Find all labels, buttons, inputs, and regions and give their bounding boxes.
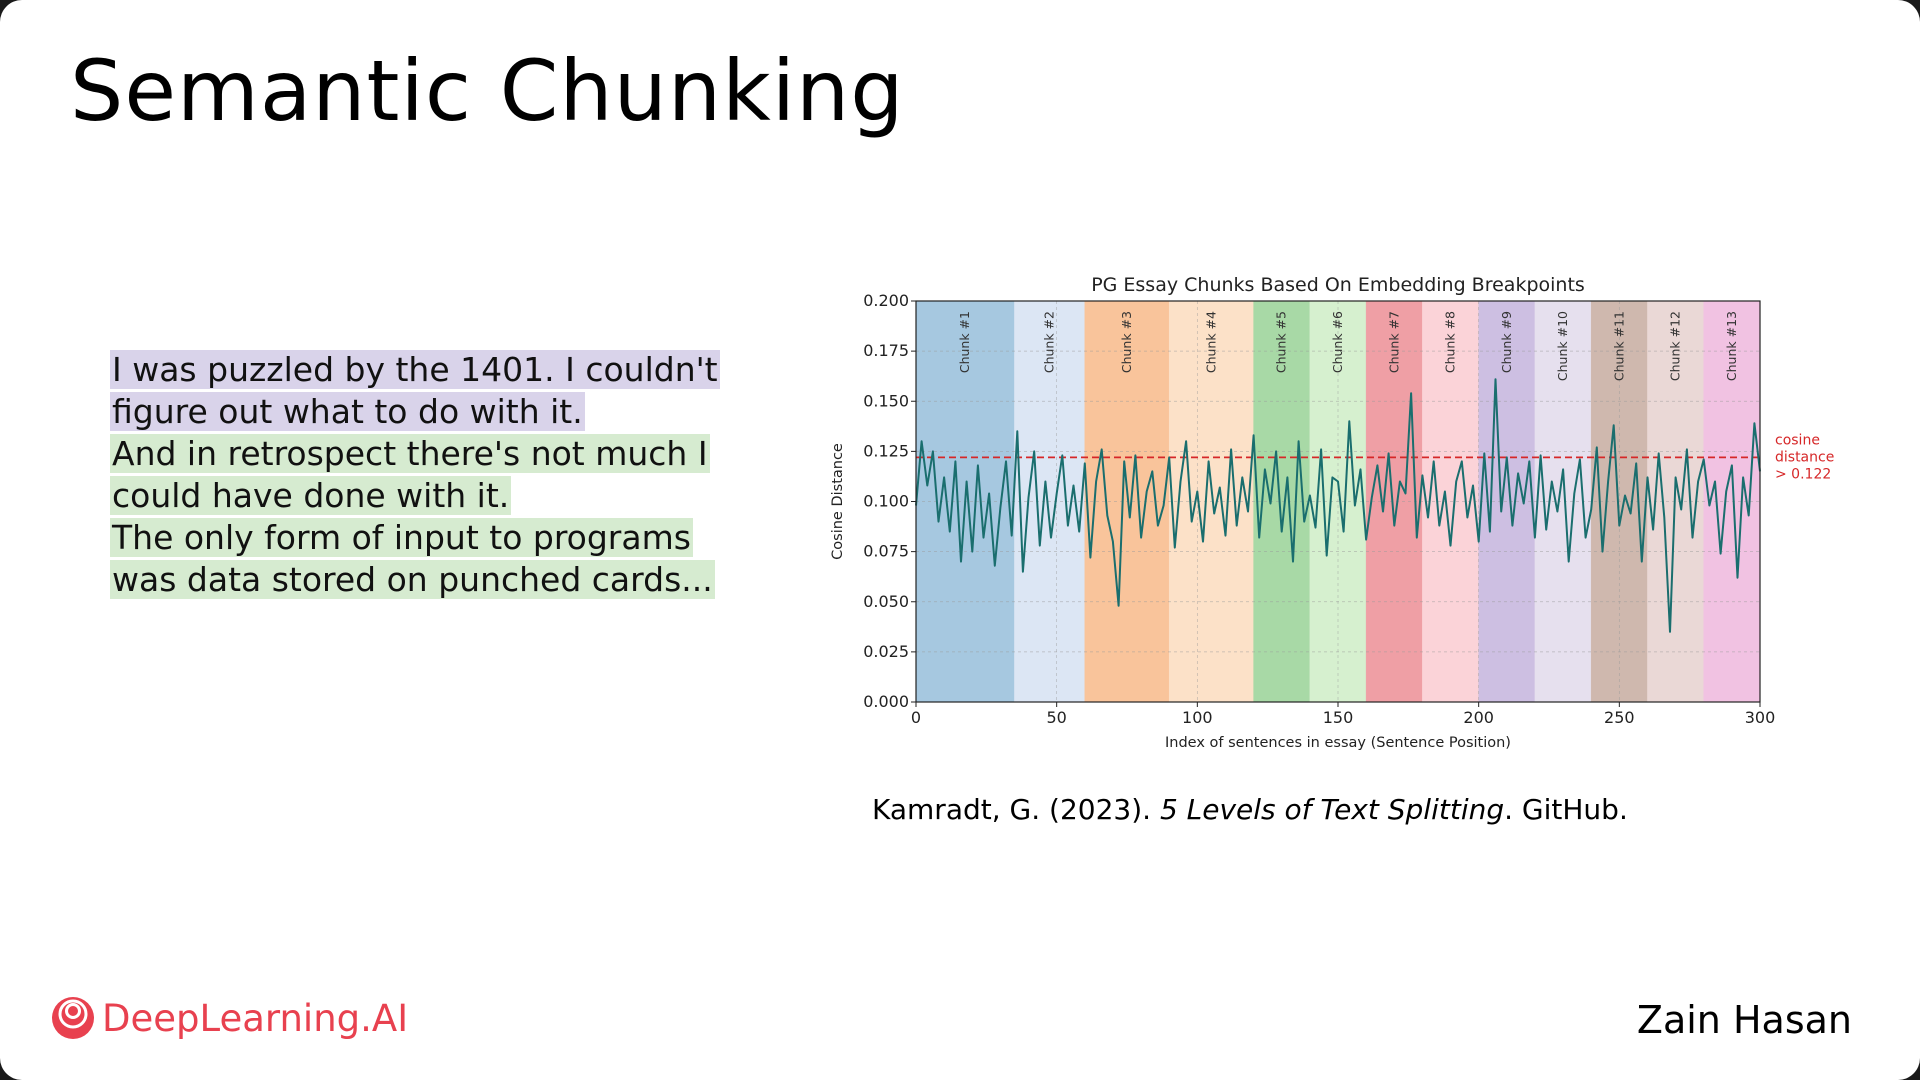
x-tick-label: 300 bbox=[1745, 708, 1776, 727]
x-tick-label: 50 bbox=[1046, 708, 1066, 727]
chart-title: PG Essay Chunks Based On Embedding Break… bbox=[1091, 274, 1585, 296]
x-tick-label: 0 bbox=[911, 708, 921, 727]
y-tick-label: 0.200 bbox=[863, 291, 909, 310]
chunk-label-11: Chunk #11 bbox=[1611, 311, 1626, 381]
chunk-label-3: Chunk #3 bbox=[1119, 311, 1134, 373]
chunk-label-5: Chunk #5 bbox=[1274, 311, 1289, 373]
cosine-distance-line bbox=[915, 378, 1761, 633]
y-tick-label: 0.000 bbox=[863, 692, 909, 711]
quote-text: I was puzzled by the 1401. I couldn't fi… bbox=[110, 349, 760, 601]
citation: Kamradt, G. (2023). 5 Levels of Text Spl… bbox=[872, 793, 1628, 826]
y-axis-label: Cosine Distance bbox=[830, 443, 846, 560]
quote-segment-3: The only form of input to programs was d… bbox=[110, 518, 715, 599]
x-tick-label: 200 bbox=[1463, 708, 1494, 727]
y-tick-label: 0.150 bbox=[863, 391, 909, 410]
chunk-label-7: Chunk #7 bbox=[1386, 311, 1401, 373]
chunk-band-7 bbox=[1365, 300, 1423, 703]
y-tick-label: 0.050 bbox=[863, 592, 909, 611]
citation-suffix: . GitHub. bbox=[1504, 793, 1628, 826]
slide-title: Semantic Chunking bbox=[70, 42, 905, 140]
chunk-label-8: Chunk #8 bbox=[1443, 311, 1458, 373]
author-name: Zain Hasan bbox=[1636, 998, 1852, 1042]
chunk-label-1: Chunk #1 bbox=[957, 311, 972, 373]
chunk-label-13: Chunk #13 bbox=[1724, 311, 1739, 381]
chunk-label-9: Chunk #9 bbox=[1499, 311, 1514, 373]
y-tick-label: 0.100 bbox=[863, 492, 909, 511]
chunk-label-6: Chunk #6 bbox=[1330, 311, 1345, 373]
brand-name: DeepLearning.AI bbox=[102, 996, 409, 1040]
y-tick-label: 0.125 bbox=[863, 441, 909, 460]
citation-title: 5 Levels of Text Splitting bbox=[1159, 793, 1505, 826]
chunk-label-2: Chunk #2 bbox=[1042, 311, 1057, 373]
citation-prefix: Kamradt, G. (2023). bbox=[872, 793, 1160, 826]
brand-logo: DeepLearning.AI bbox=[50, 995, 408, 1041]
chunk-label-4: Chunk #4 bbox=[1203, 311, 1218, 373]
y-tick-label: 0.025 bbox=[863, 642, 909, 661]
y-tick-label: 0.175 bbox=[863, 341, 909, 360]
chunk-label-10: Chunk #10 bbox=[1555, 311, 1570, 381]
y-tick-label: 0.075 bbox=[863, 542, 909, 561]
x-tick-label: 100 bbox=[1182, 708, 1213, 727]
threshold-label-line: cosine bbox=[1775, 432, 1820, 448]
chunk-label-12: Chunk #12 bbox=[1668, 311, 1683, 381]
threshold-label-line: > 0.122 bbox=[1775, 466, 1831, 482]
deeplearning-ai-logo-icon bbox=[52, 997, 94, 1039]
x-tick-label: 150 bbox=[1323, 708, 1354, 727]
x-axis-label: Index of sentences in essay (Sentence Po… bbox=[1165, 735, 1511, 751]
chunk-chart: 0 50 100 150 200 250 300 0.000 0.025 0.050 0.075 0.… bbox=[830, 274, 1834, 751]
quote-segment-1: I was puzzled by the 1401. I couldn't fi… bbox=[110, 350, 720, 431]
x-tick-label: 250 bbox=[1604, 708, 1635, 727]
threshold-label-line: distance bbox=[1775, 449, 1834, 465]
quote-segment-2: And in retrospect there's not much I cou… bbox=[110, 434, 710, 515]
